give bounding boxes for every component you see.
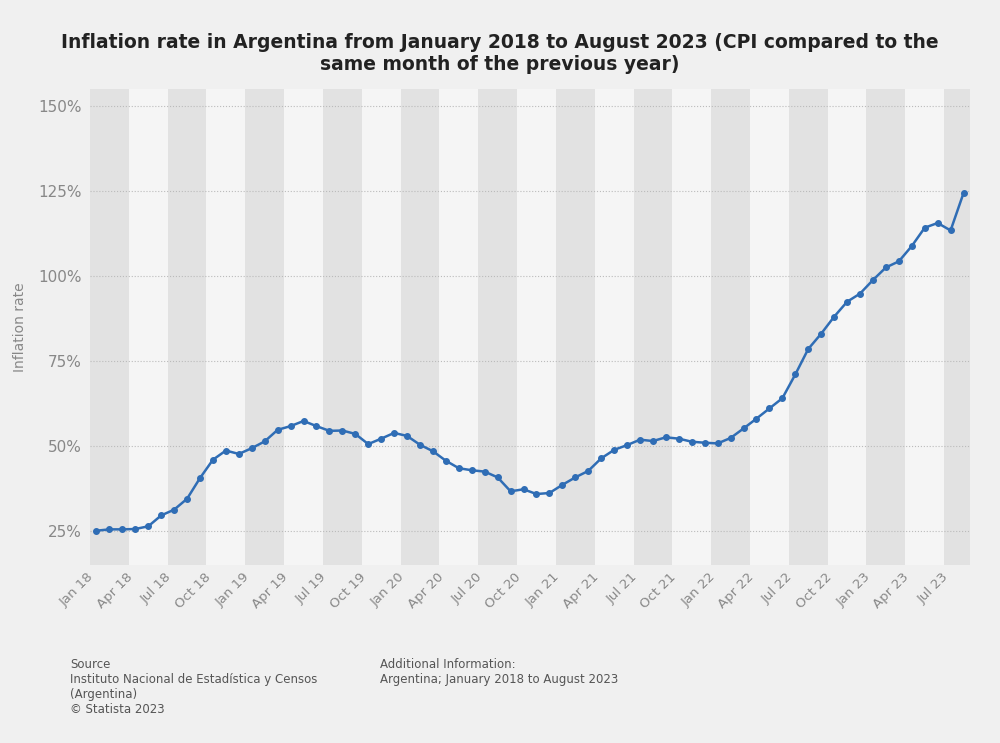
Point <box>438 455 454 467</box>
Point <box>658 432 674 444</box>
Bar <box>439 89 478 565</box>
Point <box>334 424 350 436</box>
Point <box>283 420 299 432</box>
Point <box>140 520 156 532</box>
Point <box>839 296 855 308</box>
Bar <box>866 89 905 565</box>
Point <box>593 452 609 464</box>
Bar <box>245 89 284 565</box>
Point <box>813 328 829 340</box>
Bar <box>129 89 168 565</box>
Text: Additional Information:
Argentina; January 2018 to August 2023: Additional Information: Argentina; Janua… <box>380 658 618 686</box>
Point <box>541 487 557 499</box>
Point <box>244 442 260 454</box>
Point <box>723 432 739 444</box>
Point <box>956 187 972 199</box>
Point <box>943 224 959 236</box>
Point <box>127 523 143 535</box>
Point <box>852 288 868 299</box>
Point <box>218 444 234 456</box>
Point <box>787 369 803 380</box>
Point <box>179 493 195 504</box>
Point <box>101 523 117 535</box>
Point <box>347 428 363 440</box>
Point <box>399 430 415 442</box>
Bar <box>556 89 595 565</box>
Point <box>684 436 700 448</box>
Point <box>930 217 946 229</box>
Bar <box>905 89 944 565</box>
Point <box>580 465 596 477</box>
Point <box>826 311 842 322</box>
Point <box>554 479 570 491</box>
Bar <box>828 89 866 565</box>
Bar <box>983 89 1000 565</box>
Point <box>865 274 881 286</box>
Point <box>891 256 907 267</box>
Point <box>516 484 532 496</box>
Bar <box>711 89 750 565</box>
Point <box>153 510 169 522</box>
Point <box>296 415 312 427</box>
Point <box>567 472 583 484</box>
Point <box>736 423 752 435</box>
Point <box>528 488 544 500</box>
Point <box>606 444 622 455</box>
Bar <box>595 89 634 565</box>
Point <box>697 437 713 449</box>
Bar <box>323 89 362 565</box>
Point <box>464 464 480 476</box>
Point <box>917 222 933 234</box>
Point <box>257 435 273 447</box>
Bar <box>672 89 711 565</box>
Bar <box>944 89 983 565</box>
Point <box>386 427 402 439</box>
Point <box>619 439 635 451</box>
Bar <box>401 89 439 565</box>
Point <box>451 462 467 474</box>
Bar <box>206 89 245 565</box>
Point <box>360 438 376 450</box>
Point <box>373 432 389 444</box>
Point <box>166 504 182 516</box>
Bar <box>634 89 672 565</box>
Bar <box>750 89 789 565</box>
Point <box>878 262 894 273</box>
Point <box>321 425 337 437</box>
Bar <box>478 89 517 565</box>
Point <box>904 240 920 252</box>
Bar <box>517 89 556 565</box>
Y-axis label: Inflation rate: Inflation rate <box>13 282 27 372</box>
Bar <box>789 89 828 565</box>
Point <box>231 448 247 460</box>
Point <box>800 343 816 355</box>
Point <box>645 435 661 447</box>
Point <box>774 392 790 404</box>
Point <box>632 434 648 446</box>
Point <box>671 432 687 444</box>
Point <box>425 445 441 457</box>
Point <box>490 472 506 484</box>
Bar <box>168 89 206 565</box>
Point <box>503 485 519 497</box>
Bar <box>284 89 323 565</box>
Point <box>477 466 493 478</box>
Point <box>412 439 428 451</box>
Point <box>205 454 221 466</box>
Bar <box>362 89 401 565</box>
Text: Inflation rate in Argentina from January 2018 to August 2023 (CPI compared to th: Inflation rate in Argentina from January… <box>61 33 939 74</box>
Point <box>270 424 286 436</box>
Point <box>710 438 726 450</box>
Point <box>308 420 324 432</box>
Text: Source
Instituto Nacional de Estadística y Censos
(Argentina)
© Statista 2023: Source Instituto Nacional de Estadística… <box>70 658 317 716</box>
Point <box>761 403 777 415</box>
Point <box>192 472 208 484</box>
Bar <box>90 89 129 565</box>
Point <box>88 525 104 536</box>
Point <box>748 412 764 424</box>
Point <box>114 523 130 535</box>
